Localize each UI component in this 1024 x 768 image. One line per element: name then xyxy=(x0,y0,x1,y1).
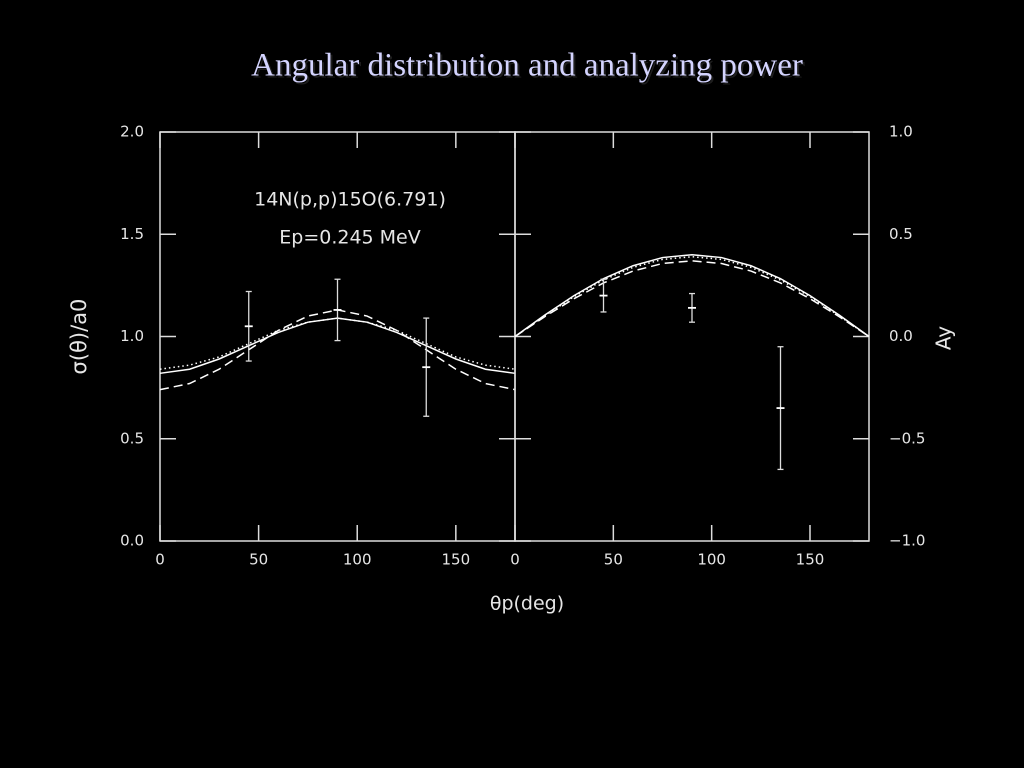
x-tick-label: 150 xyxy=(442,551,471,569)
slide-title: Angular distribution and analyzing power xyxy=(251,48,803,84)
annotation: 14N(p,p)15O(6.791) xyxy=(254,189,446,211)
y-tick-label: 0.0 xyxy=(889,327,913,345)
x-tick-label: 50 xyxy=(604,551,623,569)
y-tick-label: 1.0 xyxy=(889,123,913,141)
y-tick-label: −1.0 xyxy=(889,532,925,550)
plot-frame xyxy=(514,131,870,542)
x-tick-label: 100 xyxy=(343,551,372,569)
x-tick-label: 150 xyxy=(796,551,825,569)
y-axis-label: Ay xyxy=(932,326,956,350)
y-tick-label: −0.5 xyxy=(889,429,925,447)
y-tick-label: 1.0 xyxy=(120,327,144,345)
x-tick-label: 0 xyxy=(510,551,520,569)
curve xyxy=(514,253,870,338)
annotation: Ep=0.245 MeV xyxy=(279,227,421,249)
x-tick-label: 0 xyxy=(155,551,165,569)
y-tick-label: 1.5 xyxy=(120,225,144,243)
y-axis-label: σ(θ)/a0 xyxy=(67,299,91,375)
y-tick-label: 2.0 xyxy=(120,123,144,141)
y-tick-label: 0.0 xyxy=(120,532,144,550)
x-tick-label: 100 xyxy=(697,551,726,569)
x-tick-label: 50 xyxy=(249,551,268,569)
y-tick-label: 0.5 xyxy=(889,225,913,243)
y-tick-label: 0.5 xyxy=(120,429,144,447)
curve xyxy=(514,260,870,338)
x-axis-label: θp(deg) xyxy=(490,593,564,615)
title-shadow: Angular distribution and analyzing power xyxy=(253,50,805,86)
